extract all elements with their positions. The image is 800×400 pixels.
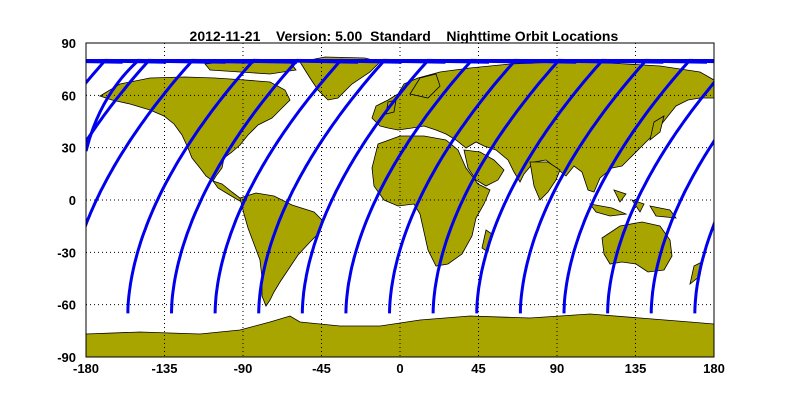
- orbit-track: [431, 58, 664, 314]
- y-axis-ticks: 90 60 30 0 -30 -60 -90: [57, 36, 76, 365]
- orbit-track: [388, 58, 620, 314]
- grid-lines: [86, 43, 714, 357]
- title-caption: Nighttime Orbit Locations: [446, 28, 619, 44]
- x-tick-label: 180: [703, 361, 725, 376]
- x-axis-ticks: -180 -135 -90 -45 0 45 90 135 180: [73, 361, 725, 376]
- orbit-track: [213, 58, 446, 314]
- land-indonesia: [589, 189, 677, 219]
- y-tick-label: 0: [69, 193, 76, 208]
- orbit-track: [126, 58, 359, 314]
- land-africa: [371, 135, 491, 267]
- x-tick-label: 0: [396, 361, 403, 376]
- y-tick-label: -60: [57, 298, 76, 313]
- orbit-track: [300, 58, 533, 314]
- orbit-track: [606, 80, 714, 314]
- orbit-track-wrap: [86, 58, 298, 229]
- title-version: Version: 5.00: [275, 28, 363, 44]
- x-tick-label: 45: [471, 361, 485, 376]
- plot-frame: [85, 42, 715, 358]
- title-product: Standard: [370, 28, 431, 44]
- title-date: 2012-11-21: [189, 28, 261, 44]
- y-tick-label: 30: [62, 141, 76, 156]
- orbit-track: [344, 58, 577, 314]
- orbit-track: [257, 58, 490, 314]
- orbit-track: [518, 58, 714, 314]
- orbit-track-edge: [86, 58, 226, 152]
- chart-title: 2012-11-21 Version: 5.00 Standard Nightt…: [0, 12, 800, 44]
- y-tick-label: -30: [57, 245, 76, 260]
- orbit-tracks: [0, 58, 714, 314]
- land-scandinavia: [409, 73, 441, 99]
- y-tick-label: -90: [57, 350, 76, 365]
- land-japan: [649, 115, 665, 142]
- x-tick-label: 135: [625, 361, 647, 376]
- land-south-america: [239, 192, 323, 307]
- land-india: [529, 161, 561, 201]
- x-tick-label: -45: [312, 361, 331, 376]
- land-greenland: [299, 56, 381, 101]
- landmasses: [86, 56, 714, 357]
- x-tick-label: -90: [234, 361, 253, 376]
- orbit-track: [170, 58, 402, 314]
- orbit-track: [693, 220, 714, 314]
- orbit-track-wrap: [0, 60, 35, 313]
- orbit-track: [475, 58, 708, 314]
- y-tick-label: 60: [62, 88, 76, 103]
- orbit-track-wrap: [86, 58, 254, 145]
- orbit-track: [562, 58, 714, 314]
- orbit-track: [649, 138, 714, 314]
- land-australia: [601, 221, 673, 273]
- x-tick-label: -135: [151, 361, 177, 376]
- x-tick-label: 90: [550, 361, 564, 376]
- y-tick-label: 90: [62, 36, 76, 51]
- x-tick-label: -180: [73, 361, 99, 376]
